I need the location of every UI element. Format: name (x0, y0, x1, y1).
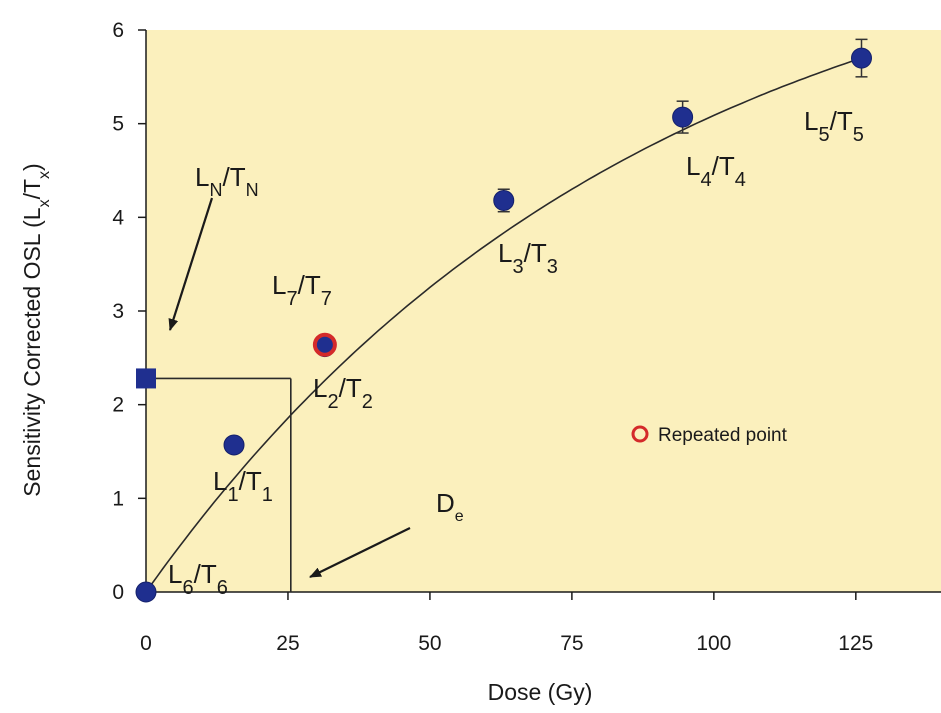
equivalent-dose-arrow (309, 527, 411, 578)
legend-repeated-marker (631, 425, 649, 443)
y-tick-label: 3 (112, 300, 124, 323)
plot-area (146, 30, 941, 592)
point-label: L6/T6 (168, 559, 228, 599)
legend-label: Repeated point (658, 425, 788, 446)
natural-signal-arrow (168, 197, 214, 331)
x-tick-label: 25 (276, 632, 299, 655)
x-tick-label: 50 (418, 632, 441, 655)
fitted-growth-curve (145, 57, 862, 593)
label-natural-signal: LN/TN (195, 162, 259, 200)
data-point (493, 189, 515, 211)
data-points (135, 47, 872, 603)
point-label: L1/T1 (213, 466, 273, 506)
y-tick-label: 5 (112, 113, 124, 136)
data-point (672, 106, 694, 128)
x-tick-label: 0 (140, 632, 152, 655)
y-tick-label: 1 (112, 487, 124, 510)
y-axis-title: Sensitivity Corrected OSL (Lx/Tx) (19, 163, 53, 496)
y-tick-label: 2 (112, 394, 124, 417)
point-label: L2/T2 (313, 373, 373, 413)
point-labels: L6/T6 L1/T1 L2/T2 L3/T3 L4/T4 L5/T5 (168, 106, 864, 599)
y-tick-label: 4 (112, 206, 124, 229)
y-tick-label: 0 (112, 581, 124, 604)
natural-signal-marker (136, 368, 156, 389)
x-tick-label: 75 (560, 632, 583, 655)
label-equivalent-dose: De (436, 488, 464, 525)
legend: Repeated point (631, 425, 788, 446)
point-label: L5/T5 (804, 106, 864, 146)
point-label: L3/T3 (498, 238, 558, 278)
x-axis-title: Dose (Gy) (488, 679, 593, 705)
repeated-point-marker (312, 332, 337, 357)
data-point (135, 581, 157, 603)
x-tick-label: 125 (838, 632, 873, 655)
data-point (851, 47, 872, 69)
data-point (223, 434, 245, 456)
x-axis-ticks: 0 25 50 75 100 125 (140, 592, 873, 655)
point-label: L4/T4 (686, 151, 746, 191)
y-axis-ticks: 0 1 2 3 4 5 6 (112, 19, 146, 604)
x-tick-label: 100 (696, 632, 731, 655)
y-tick-label: 6 (112, 19, 124, 42)
label-repeated-point: L7/T7 (272, 270, 332, 310)
